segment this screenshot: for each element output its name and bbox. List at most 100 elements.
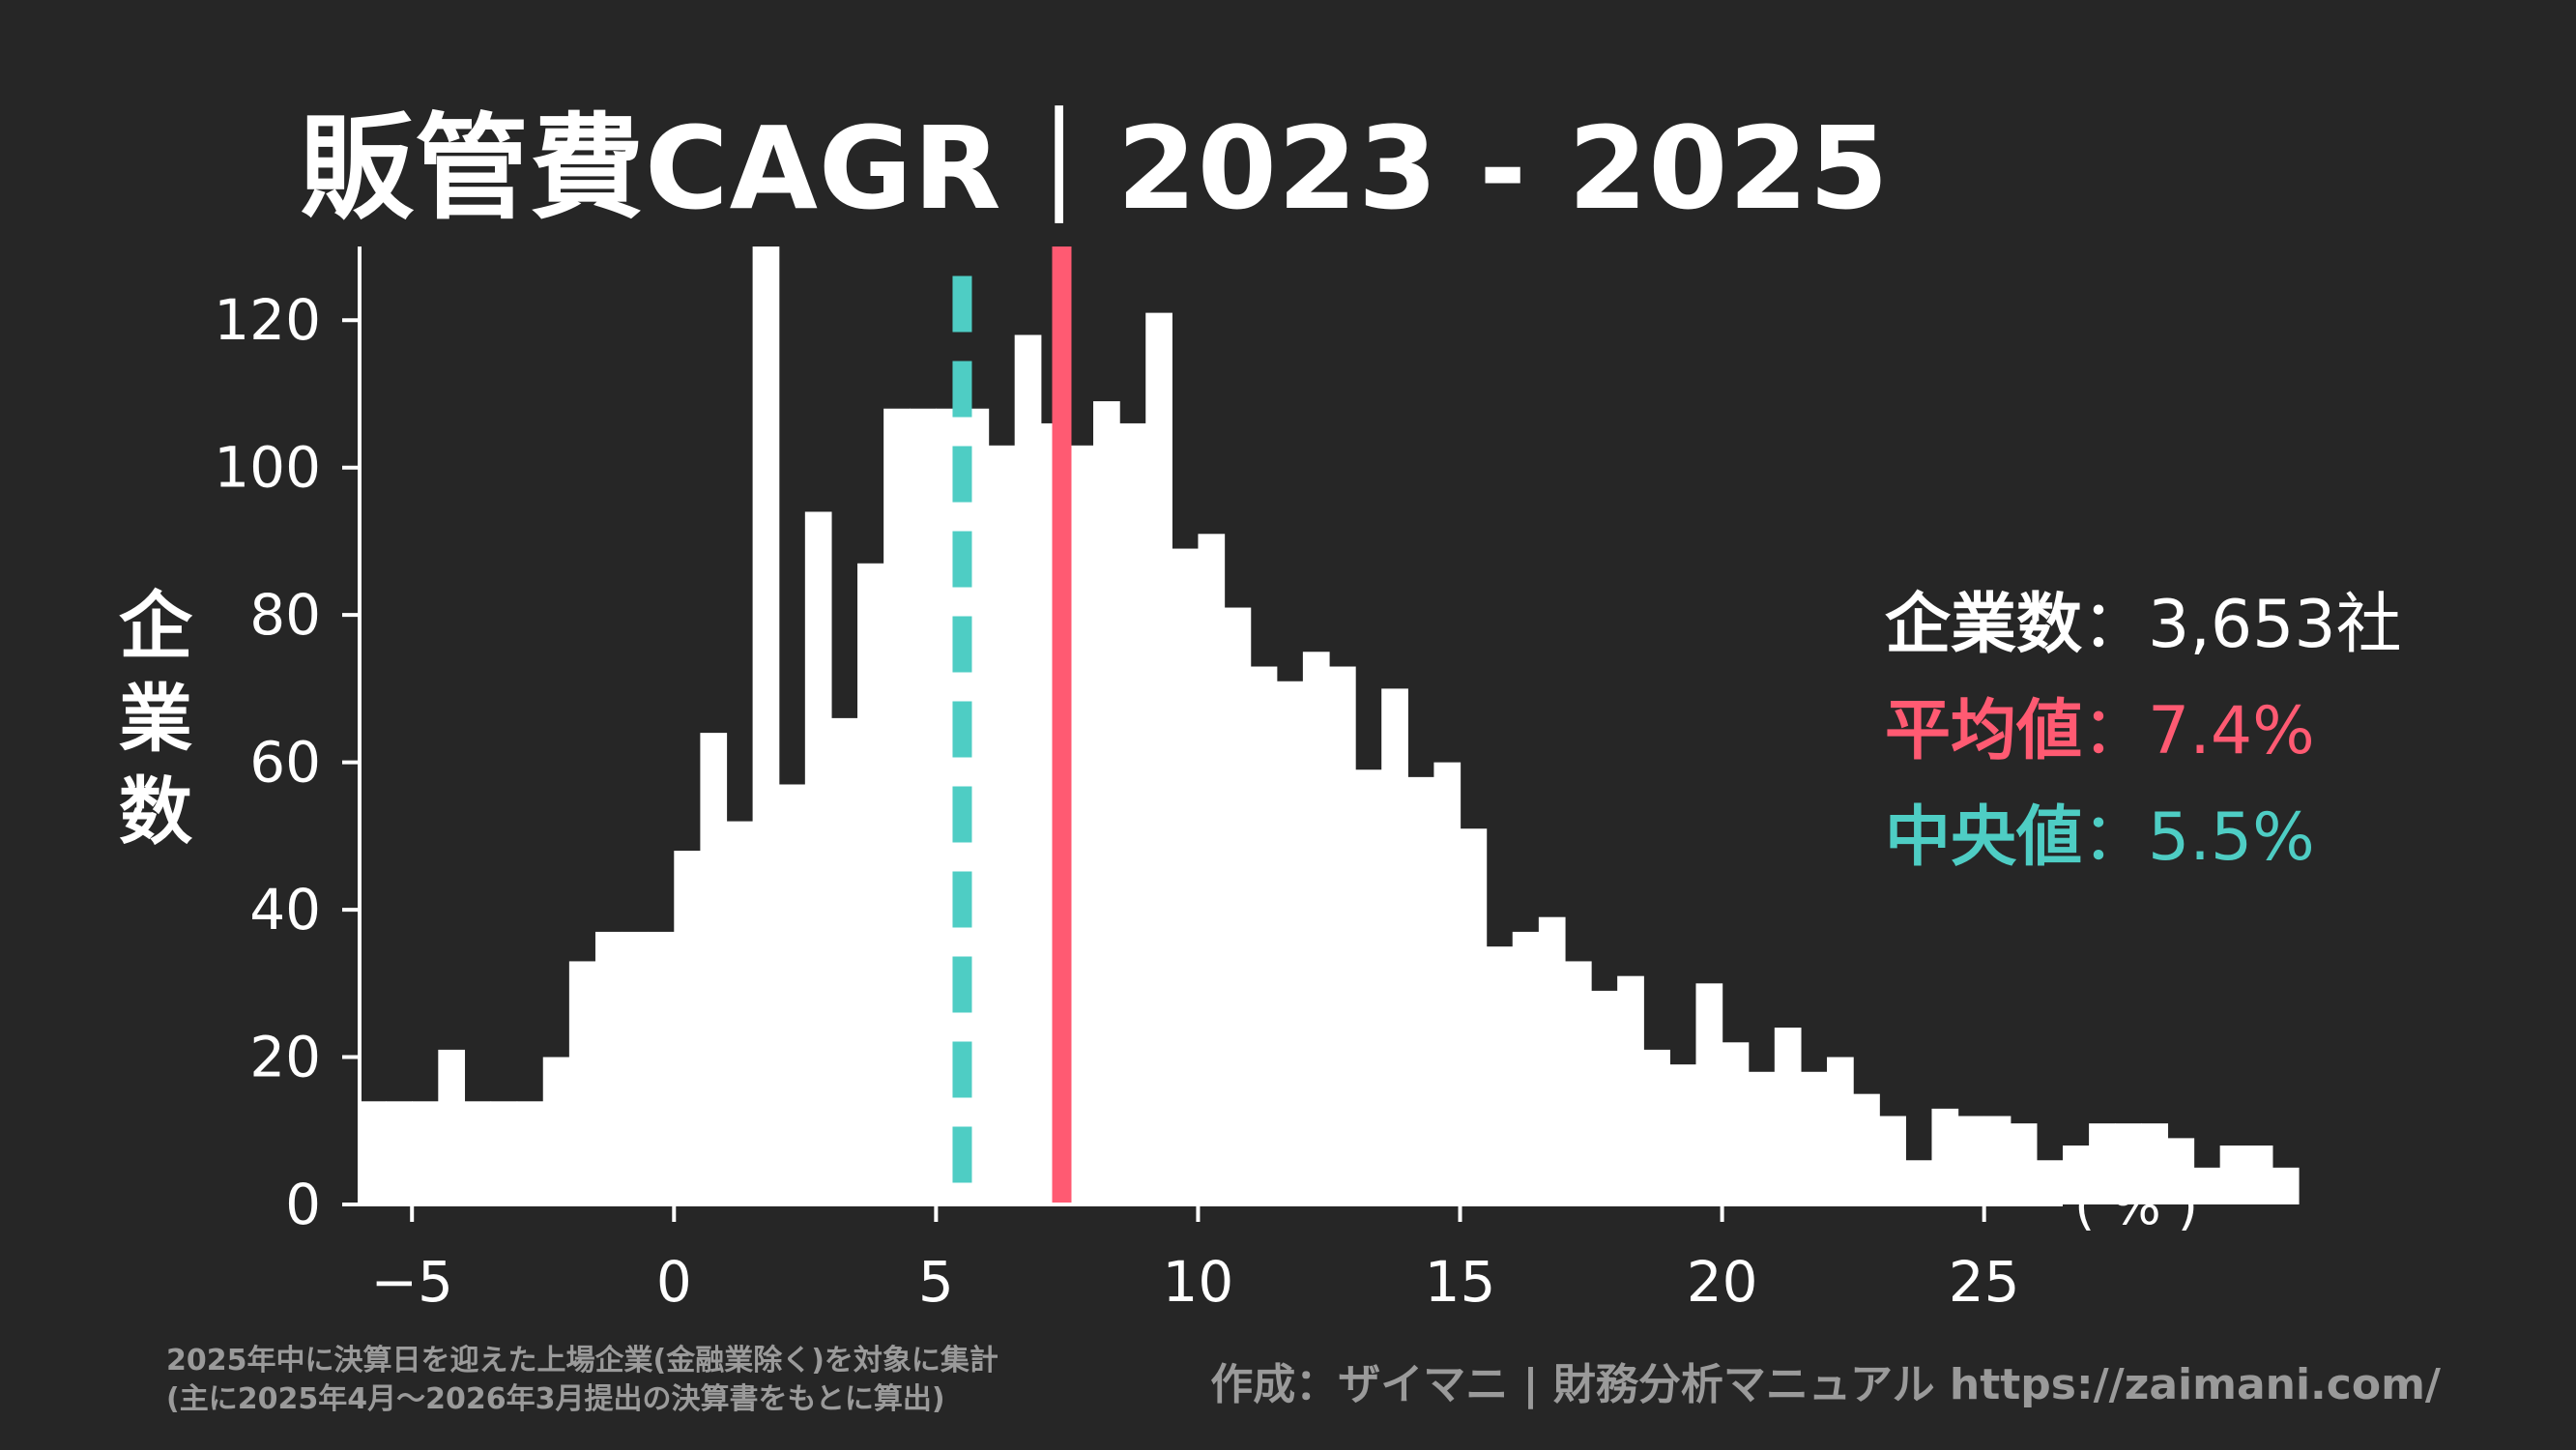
histogram-bar — [516, 1101, 544, 1204]
histogram-bar — [1014, 334, 1042, 1205]
credit-text: 作成：ザイマニ | 財務分析マニュアル https://zaimani.com/ — [1210, 1360, 2441, 1409]
footnote-line-1: 2025年中に決算日を迎えた上場企業(金融業除く)を対象に集計 — [166, 1344, 999, 1378]
y-tick-label: 80 — [249, 582, 321, 648]
stat-count-value: ：3,653社 — [2082, 587, 2402, 663]
histogram-bar — [568, 961, 596, 1204]
histogram-bar — [2272, 1167, 2300, 1204]
histogram-bar — [804, 511, 832, 1204]
histogram-bar — [622, 931, 649, 1204]
x-tick-label: 10 — [1163, 1249, 1234, 1315]
histogram-bar — [910, 408, 937, 1205]
histogram-bar — [1407, 776, 1435, 1204]
histogram-bar — [2089, 1123, 2116, 1204]
histogram-bar — [2036, 1160, 2064, 1204]
y-tick-label: 20 — [249, 1025, 321, 1090]
histogram-bar — [1355, 769, 1382, 1204]
stat-mean-label: 平均値 — [1885, 693, 2083, 769]
x-axis-unit: ( % ) — [2074, 1175, 2198, 1236]
histogram-bar — [2219, 1146, 2247, 1204]
reference-lines — [952, 246, 1072, 1204]
y-tick-label: 40 — [249, 877, 321, 942]
histogram-bar — [1905, 1160, 1933, 1204]
histogram-bar — [1800, 1071, 1828, 1204]
histogram-bar — [674, 851, 701, 1204]
histogram-bar — [1250, 666, 1278, 1204]
chart-title: 販管費CAGR｜2023 - 2025 — [300, 102, 1890, 235]
histogram-bar — [594, 931, 622, 1204]
histogram-bar — [1564, 961, 1592, 1204]
histogram-bar — [1643, 1049, 1670, 1204]
histogram-bar — [1119, 422, 1146, 1204]
histogram-bar — [1224, 607, 1252, 1204]
histogram-bar — [1853, 1093, 1880, 1204]
stat-median-label: 中央値 — [1885, 799, 2083, 876]
histogram-bar — [1774, 1028, 1802, 1204]
histogram-bar — [464, 1101, 492, 1204]
histogram-bar — [438, 1049, 466, 1204]
y-tick-label: 0 — [285, 1172, 321, 1237]
histogram-bar — [778, 784, 806, 1204]
histogram-bar — [1538, 916, 1566, 1204]
histogram-bar — [1957, 1116, 1985, 1204]
stat-median: 中央値：5.5% — [1885, 785, 2402, 891]
chart-axes: 0 20 40 60 80 100 120 −5 0 5 10 15 20 25 ( % ) — [214, 246, 2198, 1315]
histogram-bar — [2010, 1123, 2038, 1204]
histogram-bar — [1145, 312, 1172, 1204]
histogram-bar — [1276, 681, 1304, 1204]
stats-panel: 企業数：3,653社 平均値：7.4% 中央値：5.5% — [1885, 572, 2402, 891]
histogram-bar — [1617, 975, 1644, 1204]
x-tick-label: 0 — [656, 1249, 692, 1315]
histogram-bar — [726, 821, 754, 1204]
stat-company-count: 企業数：3,653社 — [1885, 572, 2402, 679]
y-axis-label: 企業数 — [119, 583, 192, 855]
histogram-bar — [2115, 1123, 2142, 1204]
histogram-bar — [2141, 1123, 2169, 1204]
histogram-bar — [1381, 688, 1408, 1204]
x-tick-label: 25 — [1949, 1249, 2020, 1315]
histogram-bar — [883, 408, 911, 1205]
histogram-bar — [2167, 1138, 2195, 1204]
histogram-bar — [1827, 1057, 1854, 1204]
histogram-bar — [1931, 1108, 1959, 1204]
y-tick-label: 60 — [249, 730, 321, 796]
histogram-bar — [360, 1101, 387, 1204]
histogram-bar — [752, 246, 780, 1204]
stat-median-value: ：5.5% — [2082, 799, 2315, 876]
histogram-bar — [2245, 1146, 2273, 1204]
x-tick-label: 5 — [918, 1249, 954, 1315]
histogram-bar — [1486, 946, 1514, 1204]
histogram-bar — [1093, 401, 1120, 1205]
histogram-bar — [1066, 445, 1094, 1204]
stat-count-label: 企業数 — [1885, 587, 2083, 663]
x-tick-label: 15 — [1425, 1249, 1496, 1315]
histogram-bar — [1983, 1116, 2012, 1204]
histogram-bar — [988, 445, 1016, 1204]
histogram-bar — [1669, 1064, 1697, 1204]
histogram-bar — [412, 1101, 439, 1204]
histogram-bar — [1722, 1042, 1750, 1204]
y-tick-label: 120 — [214, 287, 321, 353]
x-tick-label: −5 — [370, 1249, 453, 1315]
histogram-bar — [1879, 1116, 1906, 1204]
histogram-bar — [648, 931, 675, 1204]
stat-mean: 平均値：7.4% — [1885, 679, 2402, 785]
histogram-bar — [1460, 828, 1488, 1204]
histogram-bar — [1512, 931, 1540, 1204]
footnote: 2025年中に決算日を迎えた上場企業(金融業除く)を対象に集計 (主に2025年… — [166, 1342, 999, 1419]
histogram-bar — [1302, 652, 1330, 1204]
histogram-bar — [1695, 983, 1723, 1204]
stat-mean-value: ：7.4% — [2082, 693, 2315, 769]
histogram-bar — [1591, 990, 1618, 1204]
footnote-line-2: (主に2025年4月〜2026年3月提出の決算書をもとに算出) — [166, 1382, 945, 1416]
histogram-bar — [542, 1057, 570, 1204]
histogram-bar — [1748, 1071, 1776, 1204]
histogram-bar — [386, 1101, 413, 1204]
histogram-bar — [1433, 762, 1462, 1204]
histogram-bar — [1328, 666, 1356, 1204]
histogram-bar — [490, 1101, 518, 1204]
histogram-bar — [2063, 1146, 2090, 1204]
x-tick-label: 20 — [1687, 1249, 1758, 1315]
histogram-bar — [830, 717, 858, 1204]
histogram-bar — [2193, 1167, 2221, 1204]
